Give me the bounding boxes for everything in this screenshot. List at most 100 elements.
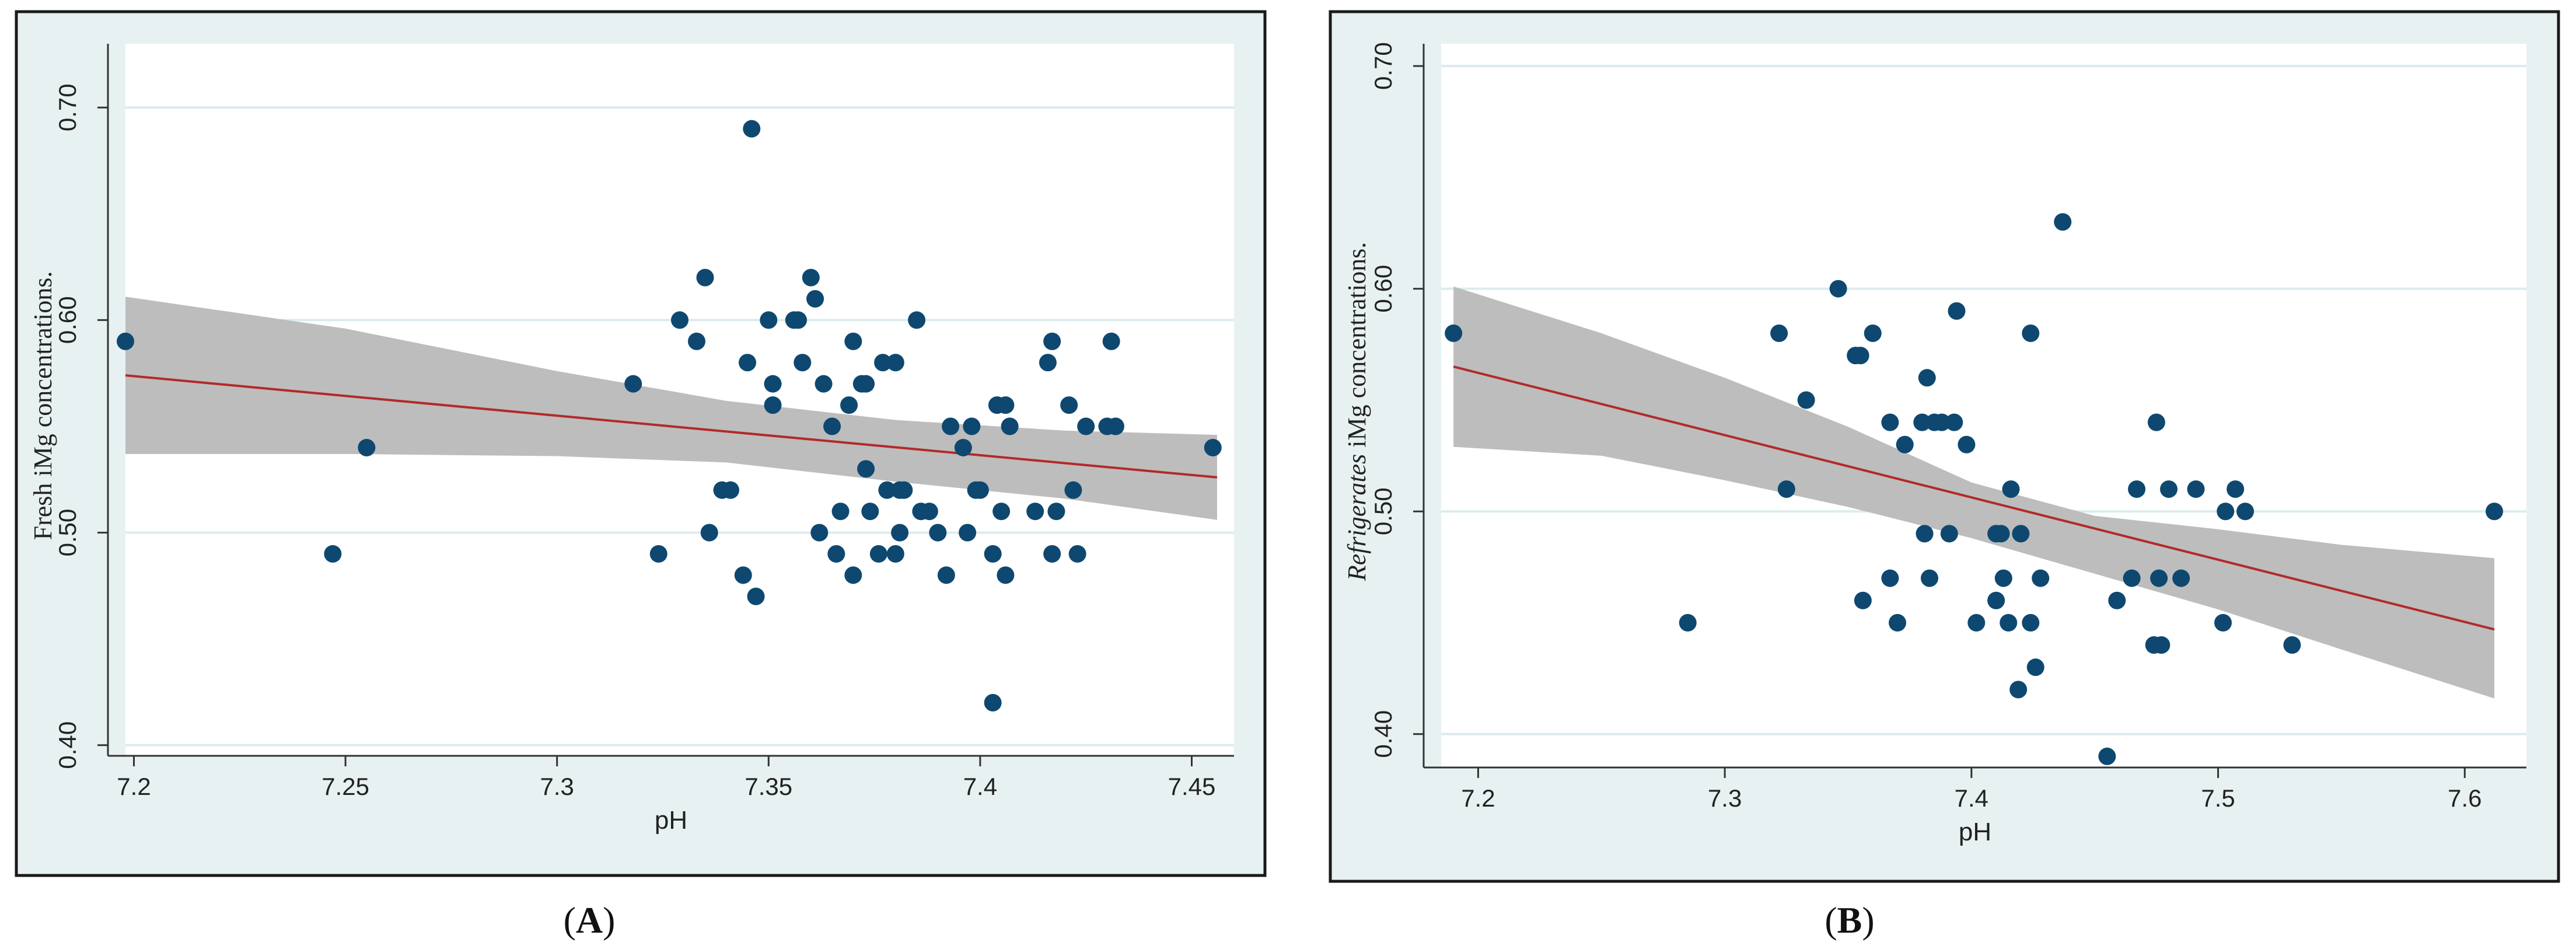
data-point bbox=[1881, 413, 1899, 431]
data-point bbox=[1921, 569, 1938, 587]
data-point bbox=[1064, 481, 1082, 499]
data-point bbox=[1933, 413, 1951, 431]
data-point bbox=[739, 354, 757, 372]
data-point bbox=[1945, 413, 1963, 431]
data-point bbox=[2152, 636, 2170, 654]
data-point bbox=[358, 438, 376, 456]
data-point bbox=[1958, 435, 1976, 453]
y-tick-label: 0.60 bbox=[1369, 265, 1397, 313]
data-point bbox=[802, 268, 820, 287]
data-point bbox=[117, 332, 134, 350]
data-point bbox=[1777, 480, 1795, 498]
data-point bbox=[2172, 569, 2190, 587]
y-tick-label: 0.70 bbox=[54, 83, 81, 131]
data-point bbox=[815, 375, 833, 393]
data-point bbox=[2012, 525, 2030, 543]
ci-band bbox=[125, 296, 1217, 520]
data-point bbox=[984, 545, 1002, 563]
data-point bbox=[743, 120, 761, 138]
panel-a-caption: (A) bbox=[564, 899, 616, 941]
x-tick-label: 7.4 bbox=[1955, 784, 1988, 812]
data-point bbox=[857, 460, 875, 478]
data-point bbox=[2054, 213, 2072, 231]
data-point bbox=[2283, 636, 2301, 654]
data-point bbox=[1106, 417, 1124, 435]
data-point bbox=[2128, 480, 2146, 498]
data-point bbox=[1204, 438, 1222, 456]
data-point bbox=[2227, 480, 2245, 498]
data-point bbox=[937, 566, 955, 584]
data-point bbox=[1948, 302, 1966, 320]
data-point bbox=[1039, 354, 1057, 372]
data-point bbox=[857, 375, 875, 393]
panel-b-caption: (B) bbox=[1824, 899, 1874, 941]
data-point bbox=[1967, 614, 1986, 631]
data-point bbox=[992, 503, 1011, 521]
data-point bbox=[764, 396, 782, 414]
panel-b-x-ticks: 7.2 7.3 7.4 7.5 7.6 bbox=[1461, 767, 2482, 812]
data-point bbox=[886, 354, 904, 372]
data-point bbox=[1940, 525, 1958, 543]
data-point bbox=[1829, 280, 1847, 298]
y-tick-label: 0.50 bbox=[1369, 487, 1397, 535]
x-tick-label: 7.2 bbox=[117, 773, 151, 800]
x-tick-label: 7.6 bbox=[2448, 784, 2481, 812]
data-point bbox=[1992, 525, 2010, 543]
data-point bbox=[823, 417, 841, 435]
data-point bbox=[2236, 503, 2255, 521]
x-tick-label: 7.45 bbox=[1168, 773, 1216, 800]
y-tick-label: 0.40 bbox=[54, 721, 81, 769]
y-tick-label: 0.70 bbox=[1369, 42, 1397, 90]
data-point bbox=[831, 503, 850, 521]
data-point bbox=[806, 290, 824, 308]
data-point bbox=[1102, 332, 1120, 350]
ci-band bbox=[1453, 286, 2495, 699]
data-point bbox=[2187, 480, 2205, 498]
data-point bbox=[1851, 347, 1869, 365]
x-tick-label: 7.2 bbox=[1461, 784, 1495, 812]
panel-b-y-axis-label-rest: iMg concentrations. bbox=[1343, 242, 1371, 454]
data-point bbox=[700, 524, 718, 542]
data-point bbox=[984, 693, 1002, 711]
y-tick-label: 0.50 bbox=[54, 509, 81, 557]
panel-a: 7.2 7.25 7.3 7.35 7.4 7.45 0.40 0.50 0.60 0.70 p… bbox=[15, 10, 1267, 941]
data-point bbox=[2108, 591, 2126, 609]
y-tick-label: 0.40 bbox=[1369, 710, 1397, 758]
data-point bbox=[794, 354, 812, 372]
data-point bbox=[324, 545, 342, 563]
data-point bbox=[1854, 591, 1872, 609]
data-point bbox=[997, 396, 1015, 414]
data-point bbox=[1060, 396, 1078, 414]
panel-a-y-ticks: 0.40 0.50 0.60 0.70 bbox=[54, 83, 108, 769]
data-point bbox=[2032, 569, 2050, 587]
data-point bbox=[789, 311, 808, 329]
data-point bbox=[2026, 658, 2044, 676]
data-point bbox=[2486, 503, 2504, 521]
data-point bbox=[2160, 480, 2178, 498]
data-point bbox=[1994, 569, 2012, 587]
x-tick-label: 7.35 bbox=[745, 773, 792, 800]
data-point bbox=[624, 375, 642, 393]
data-point bbox=[2002, 480, 2020, 498]
data-point bbox=[2150, 569, 2168, 587]
data-point bbox=[840, 396, 858, 414]
panel-b-points bbox=[1445, 213, 2504, 765]
data-point bbox=[1043, 332, 1061, 350]
data-point bbox=[1913, 413, 1931, 431]
data-point bbox=[963, 417, 981, 435]
data-point bbox=[2147, 413, 2165, 431]
panel-b-y-axis-label: Refrigerates iMg concentrations. bbox=[1343, 242, 1371, 581]
panel-b-fit-line-layer bbox=[1453, 365, 2495, 631]
panel-b-ci-band-layer bbox=[1453, 286, 2495, 699]
data-point bbox=[929, 524, 947, 542]
data-point bbox=[1043, 545, 1061, 563]
panel-a-points bbox=[117, 120, 1222, 711]
data-point bbox=[971, 481, 989, 499]
data-point bbox=[734, 566, 752, 584]
data-point bbox=[1445, 325, 1463, 342]
data-point bbox=[2123, 569, 2141, 587]
data-point bbox=[688, 332, 706, 350]
data-point bbox=[2009, 681, 2028, 699]
data-point bbox=[844, 332, 862, 350]
data-point bbox=[869, 545, 887, 563]
